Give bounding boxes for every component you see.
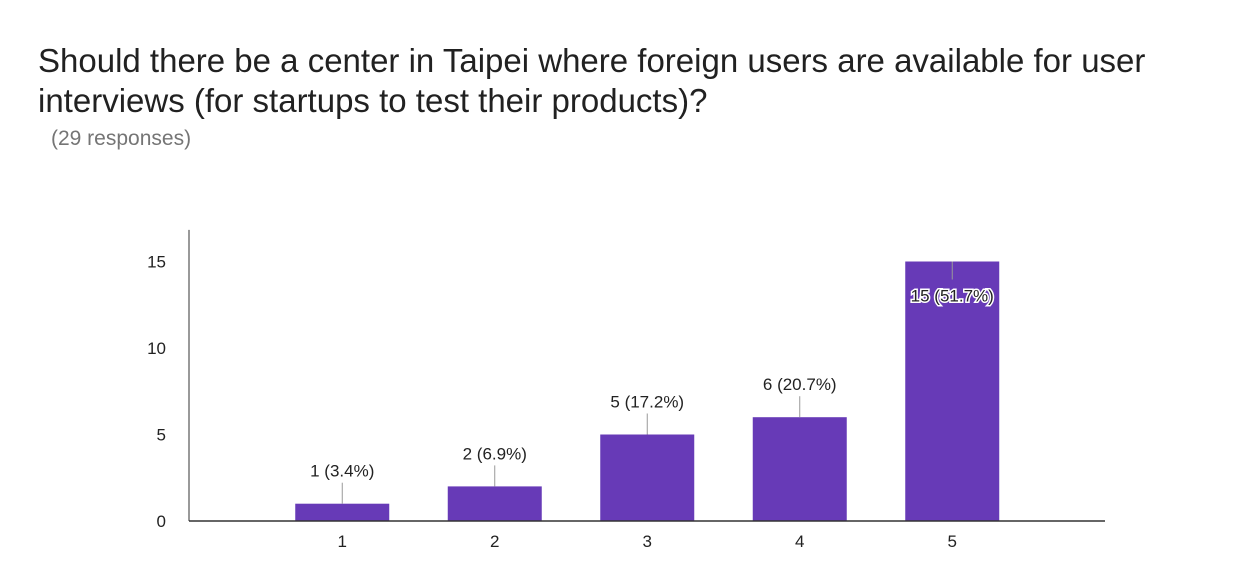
data-labels: 1 (3.4%) 2 (6.9%) 5 (17.2%) 6 (20.7%) 15 (51… <box>310 285 995 481</box>
bar <box>752 417 847 521</box>
bar <box>447 486 542 521</box>
y-tick-label: 10 <box>147 339 166 358</box>
response-count: (29 responses) <box>51 127 192 150</box>
x-tick-label: 3 <box>643 532 652 551</box>
chart-title: Should there be a center in Taipei where… <box>38 42 1146 119</box>
x-tick-label: 4 <box>795 532 804 551</box>
bar <box>600 434 695 521</box>
bar <box>295 503 390 521</box>
label-leader-lines <box>341 261 953 504</box>
x-tick-label: 1 <box>338 532 347 551</box>
x-tick-label: 5 <box>948 532 957 551</box>
bar <box>905 261 1000 521</box>
data-label: 15 (51.7%) <box>911 287 994 306</box>
y-axis-ticks: 0 5 10 15 <box>147 253 166 532</box>
y-tick-label: 15 <box>147 253 166 272</box>
data-label: 1 (3.4%) <box>310 462 374 481</box>
data-label: 5 (17.2%) <box>610 393 684 412</box>
data-label: 6 (20.7%) <box>763 375 837 394</box>
x-tick-label: 2 <box>490 532 499 551</box>
y-tick-label: 0 <box>157 512 166 531</box>
y-tick-label: 5 <box>157 426 166 445</box>
bars <box>295 261 1000 521</box>
x-axis-ticks: 1 2 3 4 5 <box>338 532 957 551</box>
data-label: 2 (6.9%) <box>463 444 527 463</box>
